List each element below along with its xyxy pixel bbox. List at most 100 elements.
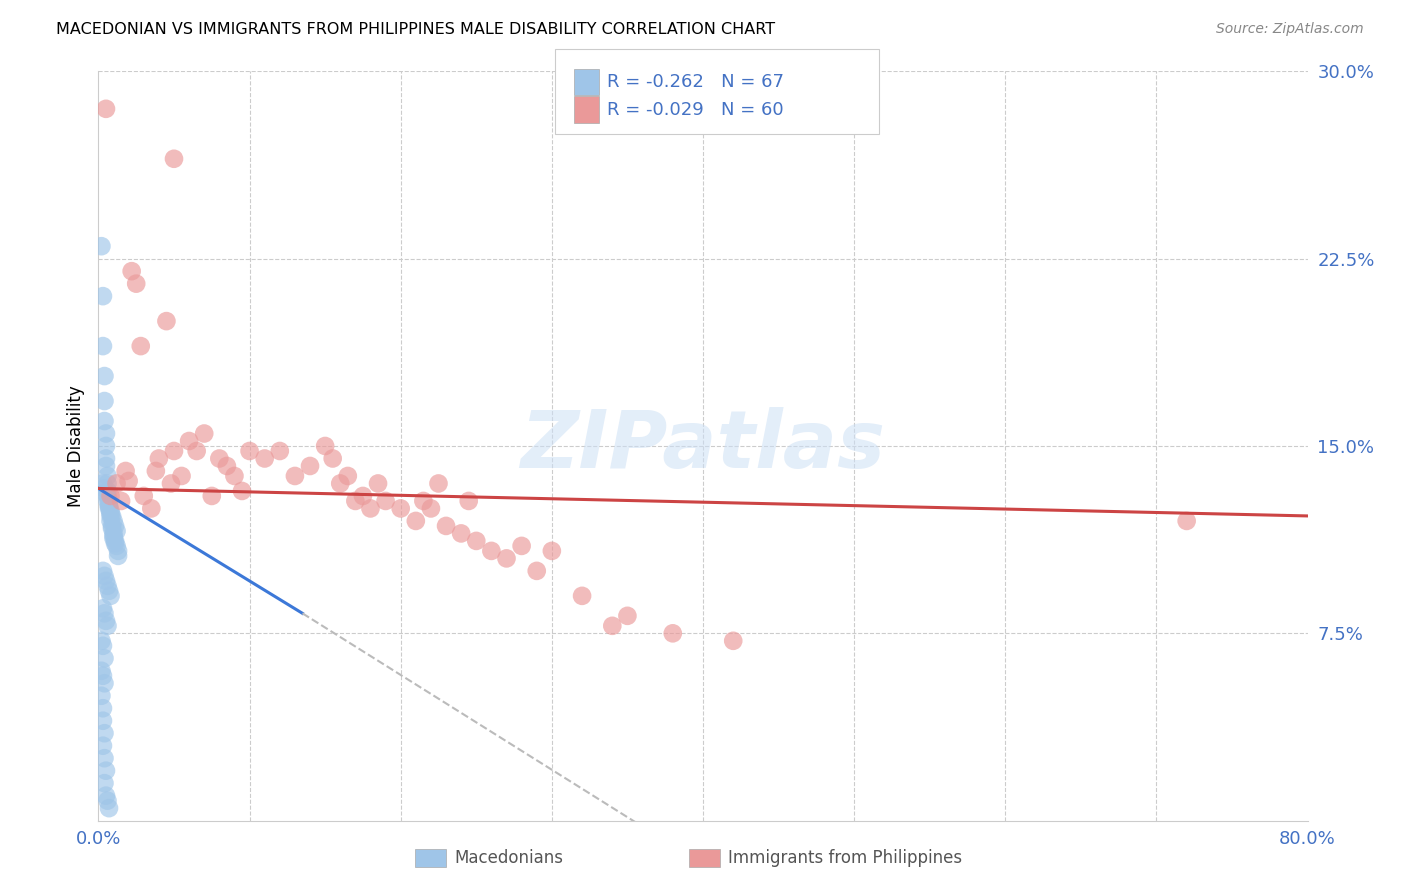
Point: [98, 583, 121, 598]
Point: [141, 501, 163, 516]
Point: [269, 444, 291, 458]
Text: Immigrants from Philippines: Immigrants from Philippines: [728, 849, 963, 867]
Point: [94, 439, 117, 453]
Point: [540, 544, 562, 558]
Point: [96, 794, 118, 808]
Point: [105, 476, 128, 491]
Point: [110, 494, 132, 508]
Point: [100, 507, 122, 521]
Point: [100, 489, 122, 503]
Point: [103, 526, 125, 541]
Point: [91, 701, 114, 715]
Point: [93, 726, 115, 740]
Text: MACEDONIAN VS IMMIGRANTS FROM PHILIPPINES MALE DISABILITY CORRELATION CHART: MACEDONIAN VS IMMIGRANTS FROM PHILIPPINE…: [56, 22, 775, 37]
Point: [420, 501, 443, 516]
Point: [103, 514, 125, 528]
Point: [93, 776, 115, 790]
Point: [94, 789, 117, 803]
Point: [96, 469, 118, 483]
Point: [96, 494, 118, 508]
Point: [93, 751, 115, 765]
Point: [98, 499, 121, 513]
Point: [100, 504, 122, 518]
Point: [412, 494, 434, 508]
Point: [526, 564, 548, 578]
Point: [93, 676, 115, 690]
Point: [457, 494, 479, 508]
Point: [215, 458, 238, 473]
Point: [98, 494, 121, 508]
Point: [93, 394, 115, 409]
Point: [91, 739, 114, 753]
Point: [224, 469, 246, 483]
Point: [100, 589, 122, 603]
Point: [231, 483, 253, 498]
Point: [510, 539, 533, 553]
Point: [145, 464, 167, 478]
Point: [93, 369, 115, 384]
Point: [91, 639, 114, 653]
Point: [405, 514, 427, 528]
Point: [148, 451, 170, 466]
Point: [336, 469, 359, 483]
Point: [105, 539, 128, 553]
Point: [90, 633, 112, 648]
Point: [91, 714, 114, 728]
Point: [193, 426, 215, 441]
Point: [602, 619, 624, 633]
Point: [344, 494, 367, 508]
Point: [299, 458, 322, 473]
Point: [103, 532, 125, 546]
Point: [616, 608, 638, 623]
Point: [90, 239, 112, 253]
Point: [322, 451, 344, 466]
Point: [129, 339, 152, 353]
Point: [450, 526, 472, 541]
Point: [427, 476, 450, 491]
Point: [93, 482, 115, 496]
Point: [186, 444, 208, 458]
Point: [101, 521, 124, 535]
Point: [314, 439, 336, 453]
Point: [94, 486, 117, 500]
Point: [94, 574, 117, 588]
Point: [100, 508, 122, 523]
Point: [160, 476, 183, 491]
Point: [163, 444, 186, 458]
Point: [434, 519, 457, 533]
Point: [163, 152, 186, 166]
Point: [96, 619, 118, 633]
Point: [93, 414, 115, 428]
Point: [101, 508, 124, 523]
Point: [90, 664, 112, 678]
Point: [101, 519, 124, 533]
Y-axis label: Male Disability: Male Disability: [66, 385, 84, 507]
Point: [94, 451, 117, 466]
Point: [94, 426, 117, 441]
Point: [179, 434, 201, 448]
Point: [93, 607, 115, 621]
Point: [239, 444, 262, 458]
Point: [374, 494, 396, 508]
Point: [93, 569, 115, 583]
Point: [352, 489, 374, 503]
Point: [100, 514, 122, 528]
Point: [96, 489, 118, 503]
Point: [98, 501, 121, 516]
Text: Source: ZipAtlas.com: Source: ZipAtlas.com: [1216, 22, 1364, 37]
Point: [93, 651, 115, 665]
Point: [96, 579, 118, 593]
Point: [360, 501, 382, 516]
Point: [495, 551, 517, 566]
Point: [91, 669, 114, 683]
Point: [104, 533, 127, 548]
Point: [571, 589, 593, 603]
Point: [94, 614, 117, 628]
Point: [107, 544, 129, 558]
Point: [103, 529, 125, 543]
Point: [94, 458, 117, 473]
Point: [367, 476, 389, 491]
Point: [723, 633, 745, 648]
Point: [118, 474, 141, 488]
Point: [170, 469, 193, 483]
